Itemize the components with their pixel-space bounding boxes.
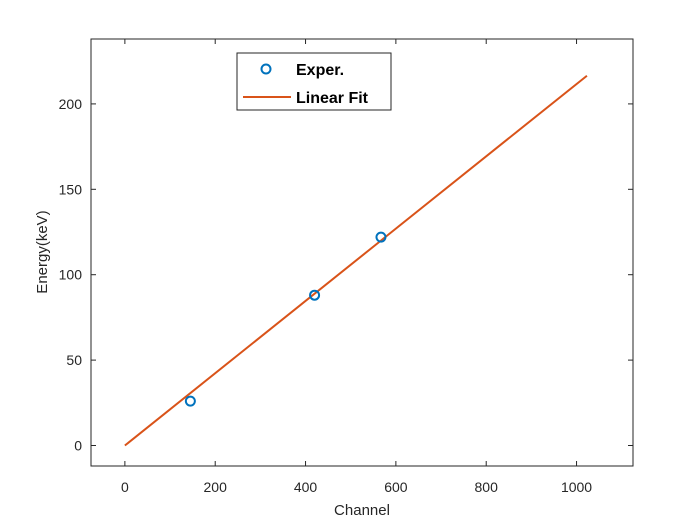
y-axis-label: Energy(keV): [34, 210, 51, 293]
y-tick-label: 200: [59, 96, 83, 112]
x-axis-label: Channel: [334, 502, 390, 519]
x-tick-label: 400: [294, 479, 318, 495]
data-series: [124, 74, 588, 447]
y-tick-label: 100: [59, 267, 83, 283]
plot-frame: [90, 38, 634, 467]
data-point-exper: [309, 289, 321, 301]
legend-label-linear-fit: Linear Fit: [296, 90, 369, 107]
y-tick-label: 150: [59, 181, 83, 197]
x-tick-label: 0: [121, 479, 129, 495]
x-tick-label: 200: [204, 479, 228, 495]
data-point-exper: [375, 231, 387, 243]
legend-marker-exper: [260, 63, 272, 75]
x-tick-label: 1000: [561, 479, 592, 495]
axis-ticks: 0 200 400 600 800 1000 0 50 100 150 200: [59, 39, 633, 495]
legend-label-exper: Exper.: [296, 62, 344, 79]
x-tick-label: 800: [475, 479, 499, 495]
y-tick-label: 0: [74, 438, 82, 454]
axis-labels: Channel Energy(keV): [34, 210, 390, 519]
series-line-linear-fit: [124, 74, 588, 447]
y-tick-label: 50: [66, 352, 82, 368]
data-point-exper: [184, 395, 196, 407]
legend: Exper. Linear Fit: [236, 52, 392, 111]
legend-box: [236, 52, 392, 111]
x-tick-label: 600: [384, 479, 408, 495]
